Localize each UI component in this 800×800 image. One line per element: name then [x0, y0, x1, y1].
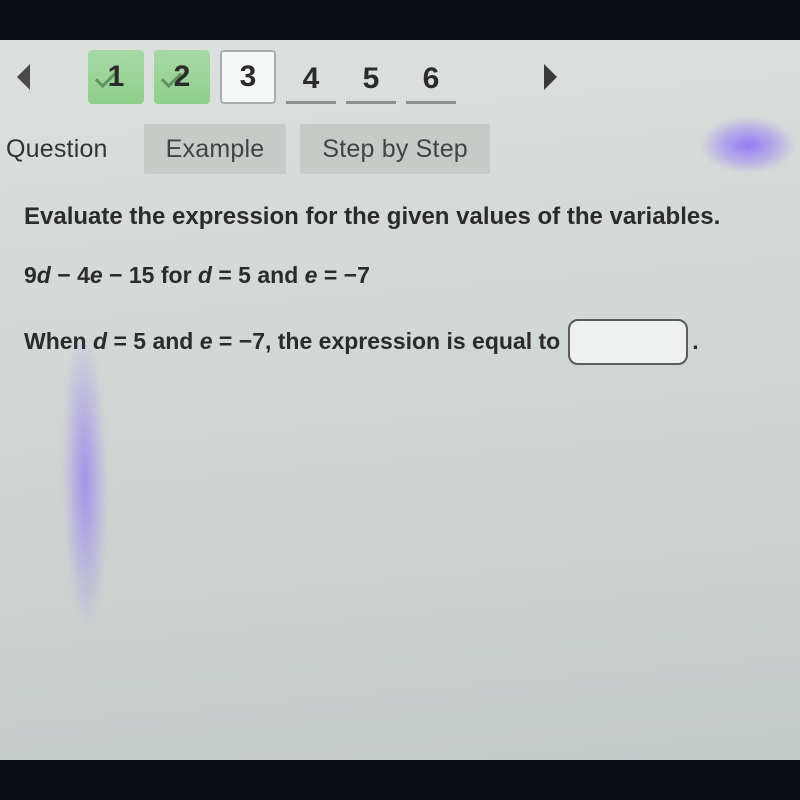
question-nav-5[interactable]: 5: [346, 56, 396, 104]
question-content: Evaluate the expression for the given va…: [0, 192, 800, 373]
expr-var-e: e: [90, 262, 103, 288]
ans-var-d: d: [93, 328, 107, 354]
answer-prefix: When d = 5 and e = −7, the expression is…: [24, 328, 560, 355]
expr-part: = −7: [317, 262, 369, 288]
ans-part: = 5 and: [107, 328, 200, 354]
ans-var-e: e: [200, 328, 213, 354]
answer-input[interactable]: [568, 319, 688, 365]
ans-part: = −7, the expression is equal to: [213, 328, 561, 354]
expr-part: − 15 for: [103, 262, 198, 288]
question-nav-row: 1 2 3 4 5 6: [0, 40, 800, 118]
tab-example[interactable]: Example: [144, 124, 287, 174]
tab-step-by-step[interactable]: Step by Step: [300, 124, 490, 174]
expr-var-d: d: [198, 262, 212, 288]
expr-part: = 5 and: [212, 262, 305, 288]
question-nav-4[interactable]: 4: [286, 56, 336, 104]
expr-part: − 4: [51, 262, 90, 288]
question-nav-3[interactable]: 3: [220, 50, 276, 104]
expr-var-e: e: [305, 262, 318, 288]
question-nav-2[interactable]: 2: [154, 50, 210, 104]
expr-var-d: d: [37, 262, 51, 288]
question-nav-1[interactable]: 1: [88, 50, 144, 104]
expr-part: 9: [24, 262, 37, 288]
chevron-left-icon: [14, 62, 36, 92]
ans-part: When: [24, 328, 93, 354]
prev-arrow-button[interactable]: [8, 50, 42, 104]
answer-period: .: [692, 328, 698, 355]
expression-line: 9d − 4e − 15 for d = 5 and e = −7: [24, 262, 776, 289]
instruction-text: Evaluate the expression for the given va…: [24, 200, 776, 234]
question-nav-6[interactable]: 6: [406, 56, 456, 104]
answer-line: When d = 5 and e = −7, the expression is…: [24, 319, 776, 365]
question-number-group: 1 2 3 4 5 6: [88, 50, 456, 104]
view-tabs-row: Question Example Step by Step: [0, 118, 800, 192]
next-arrow-button[interactable]: [532, 50, 566, 104]
chevron-right-icon: [538, 62, 560, 92]
tab-question[interactable]: Question: [4, 124, 130, 174]
app-window: 1 2 3 4 5 6 Question Example Step by Ste…: [0, 40, 800, 760]
